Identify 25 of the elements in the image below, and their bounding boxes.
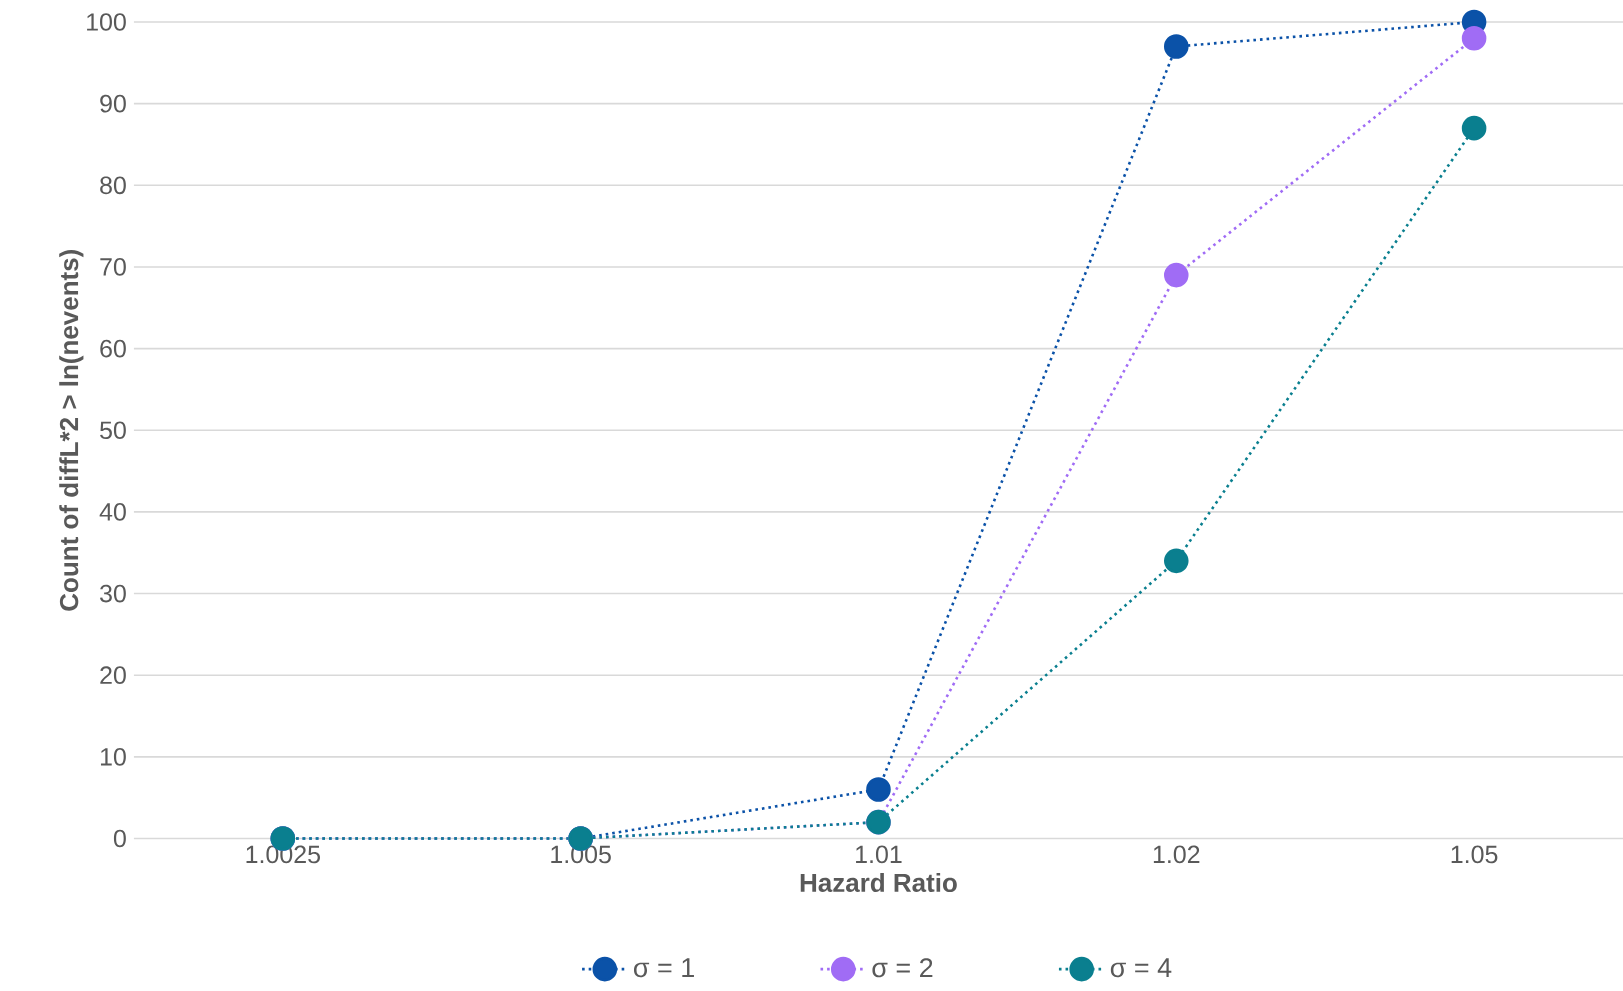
y-tick-label: 70: [100, 257, 126, 276]
legend-label: σ = 4: [1110, 958, 1172, 977]
y-tick-label: 20: [100, 666, 126, 684]
y-tick-label: 50: [100, 421, 126, 439]
y-tick-label: 40: [99, 502, 126, 521]
y-axis-title: Count of diffL*2 > ln(nevents): [59, 249, 84, 611]
x-axis-title: Hazard Ratio: [800, 872, 957, 892]
y-tick-label: 10: [100, 747, 126, 766]
y-tick-label: 90: [100, 94, 126, 113]
y-tick-label: 0: [113, 829, 126, 848]
y-tick-label: 60: [100, 339, 126, 358]
legend-label: σ = 1: [634, 958, 694, 977]
y-tick-label: 80: [100, 176, 126, 194]
x-tick-label: 1.01: [856, 845, 902, 864]
y-tick-label: 30: [100, 584, 126, 603]
legend-label: σ = 2: [872, 958, 933, 978]
x-tick-label: 1.02: [1153, 845, 1200, 864]
y-tick-label: 100: [87, 12, 126, 31]
point: [1163, 548, 1189, 573]
point: [1461, 115, 1487, 141]
point: [1461, 25, 1487, 51]
point: [1163, 262, 1189, 288]
x-tick-label: 1.05: [1451, 845, 1498, 864]
point: [866, 777, 891, 802]
point: [1163, 34, 1189, 59]
